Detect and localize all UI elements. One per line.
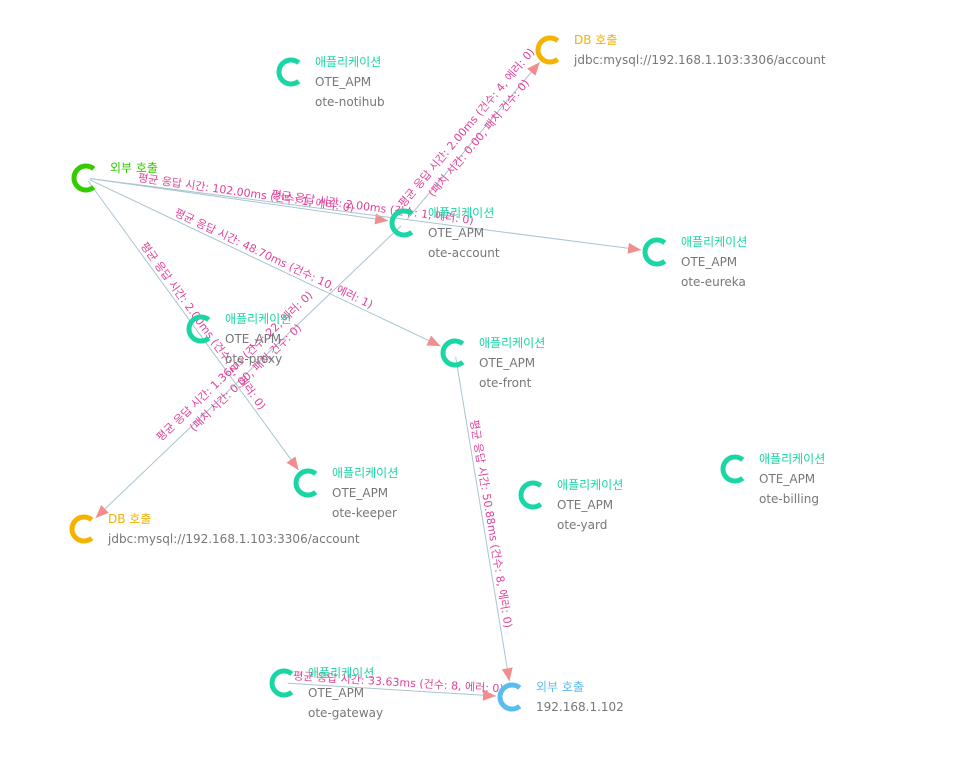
node-type-label: 애플리케이션 — [332, 466, 398, 480]
node-group-label: OTE_APM — [308, 686, 364, 700]
node-name-label: ote-account — [428, 246, 500, 260]
node-group-label: OTE_APM — [557, 498, 613, 512]
node-type-label: 애플리케이션 — [225, 312, 291, 326]
application-ring-icon — [186, 314, 211, 344]
node-type-label: DB 호출 — [108, 512, 151, 526]
node-keeper[interactable]: 애플리케이션 OTE_APM ote-keeper — [293, 466, 398, 520]
arrowhead-icon — [627, 242, 642, 254]
node-group-label: OTE_APM — [428, 226, 484, 240]
external-source-ring-icon — [71, 163, 96, 193]
node-db_top[interactable]: DB 호출 jdbc:mysql://192.168.1.103:3306/acc… — [535, 33, 826, 67]
node-type-label: 애플리케이션 — [681, 235, 747, 249]
db-ring-icon — [69, 514, 94, 544]
node-group-label: OTE_APM — [681, 255, 737, 269]
node-group-label: OTE_APM — [315, 75, 371, 89]
node-type-label: 애플리케이션 — [308, 666, 374, 680]
edge-line — [89, 178, 389, 222]
node-name-label: ote-yard — [557, 518, 607, 532]
edge-line — [89, 179, 441, 347]
nodes-layer: 애플리케이션 OTE_APM ote-notihub DB 호출 jdbc:mysql:… — [69, 33, 826, 720]
edge-line — [89, 178, 642, 251]
node-notihub[interactable]: 애플리케이션 OTE_APM ote-notihub — [276, 55, 385, 109]
node-name-label: jdbc:mysql://192.168.1.103:3306/account — [573, 53, 826, 67]
application-ring-icon — [720, 454, 745, 484]
edge-front-to-external_target[interactable]: 평균 응답 시간: 50.88ms (건수: 8, 에러: 0) — [455, 356, 515, 682]
edge-line — [455, 356, 510, 682]
node-name-label: ote-proxy — [225, 352, 282, 366]
application-ring-icon — [440, 338, 465, 368]
edge-line — [287, 682, 497, 697]
node-type-label: 애플리케이션 — [479, 336, 545, 350]
node-name-label: ote-notihub — [315, 95, 385, 109]
edge-label: 평균 응답 시간: 48.70ms (건수: 10, 에러: 1) — [173, 206, 375, 311]
node-type-label: 외부 호출 — [110, 161, 158, 175]
edge-account-to-db_top[interactable]: 평균 응답 시간: 2.00ms (건수: 4, 에러: 0)(패치 시간: 0… — [396, 46, 541, 221]
node-type-label: 외부 호출 — [536, 680, 584, 694]
node-gateway[interactable]: 애플리케이션 OTE_APM ote-gateway — [269, 666, 383, 720]
node-type-label: 애플리케이션 — [428, 206, 494, 220]
node-type-label: 애플리케이션 — [557, 478, 623, 492]
edge-label: 평균 응답 시간: 50.88ms (건수: 8, 에러: 0) — [467, 419, 514, 629]
edge-line — [87, 180, 299, 471]
node-type-label: DB 호출 — [574, 33, 617, 47]
node-name-label: ote-eureka — [681, 275, 746, 289]
node-name-label: ote-gateway — [308, 706, 383, 720]
node-account[interactable]: 애플리케이션 OTE_APM ote-account — [389, 206, 500, 260]
node-yard[interactable]: 애플리케이션 OTE_APM ote-yard — [518, 478, 623, 532]
node-name-label: ote-front — [479, 376, 532, 390]
application-ring-icon — [518, 480, 543, 510]
node-eureka[interactable]: 애플리케이션 OTE_APM ote-eureka — [642, 235, 747, 289]
application-ring-icon — [642, 237, 667, 267]
node-external_target[interactable]: 외부 호출 192.168.1.102 — [497, 680, 624, 714]
arrowhead-icon — [286, 456, 299, 471]
node-group-label: OTE_APM — [332, 486, 388, 500]
arrowhead-icon — [426, 335, 441, 347]
node-name-label: ote-keeper — [332, 506, 397, 520]
node-name-label: 192.168.1.102 — [536, 700, 624, 714]
application-ring-icon — [293, 468, 318, 498]
node-external_source[interactable]: 외부 호출 — [71, 161, 158, 193]
application-ring-icon — [276, 57, 301, 87]
external-ring-icon — [497, 682, 522, 712]
application-ring-icon — [269, 668, 294, 698]
node-group-label: OTE_APM — [479, 356, 535, 370]
node-db_bottom[interactable]: DB 호출 jdbc:mysql://192.168.1.103:3306/acc… — [69, 512, 360, 546]
node-front[interactable]: 애플리케이션 OTE_APM ote-front — [440, 336, 545, 390]
edge-label-fetch: (패치 시간: 0.00, 패치 건수: 0) — [426, 77, 532, 200]
edge-label: 평균 응답 시간: 2.00ms (건수: 4, 에러: 0) — [396, 46, 537, 210]
node-type-label: 애플리케이션 — [759, 452, 825, 466]
node-name-label: jdbc:mysql://192.168.1.103:3306/account — [107, 532, 360, 546]
application-ring-icon — [389, 208, 414, 238]
edge-line — [406, 61, 541, 221]
node-type-label: 애플리케이션 — [315, 55, 381, 69]
node-name-label: ote-billing — [759, 492, 819, 506]
edge-line — [95, 225, 402, 519]
arrowhead-icon — [527, 62, 540, 76]
arrowhead-icon — [501, 667, 513, 682]
node-group-label: OTE_APM — [759, 472, 815, 486]
edges-layer: 평균 응답 시간: 102.00ms (건수: 1, 에러: 0)평균 응답 시… — [87, 46, 642, 701]
db-ring-icon — [535, 35, 560, 65]
node-billing[interactable]: 애플리케이션 OTE_APM ote-billing — [720, 452, 825, 506]
arrowhead-icon — [95, 504, 109, 518]
node-proxy[interactable]: 애플리케이션 OTE_APM ote-proxy — [186, 312, 291, 366]
node-group-label: OTE_APM — [225, 332, 281, 346]
arrowhead-icon — [482, 689, 497, 701]
